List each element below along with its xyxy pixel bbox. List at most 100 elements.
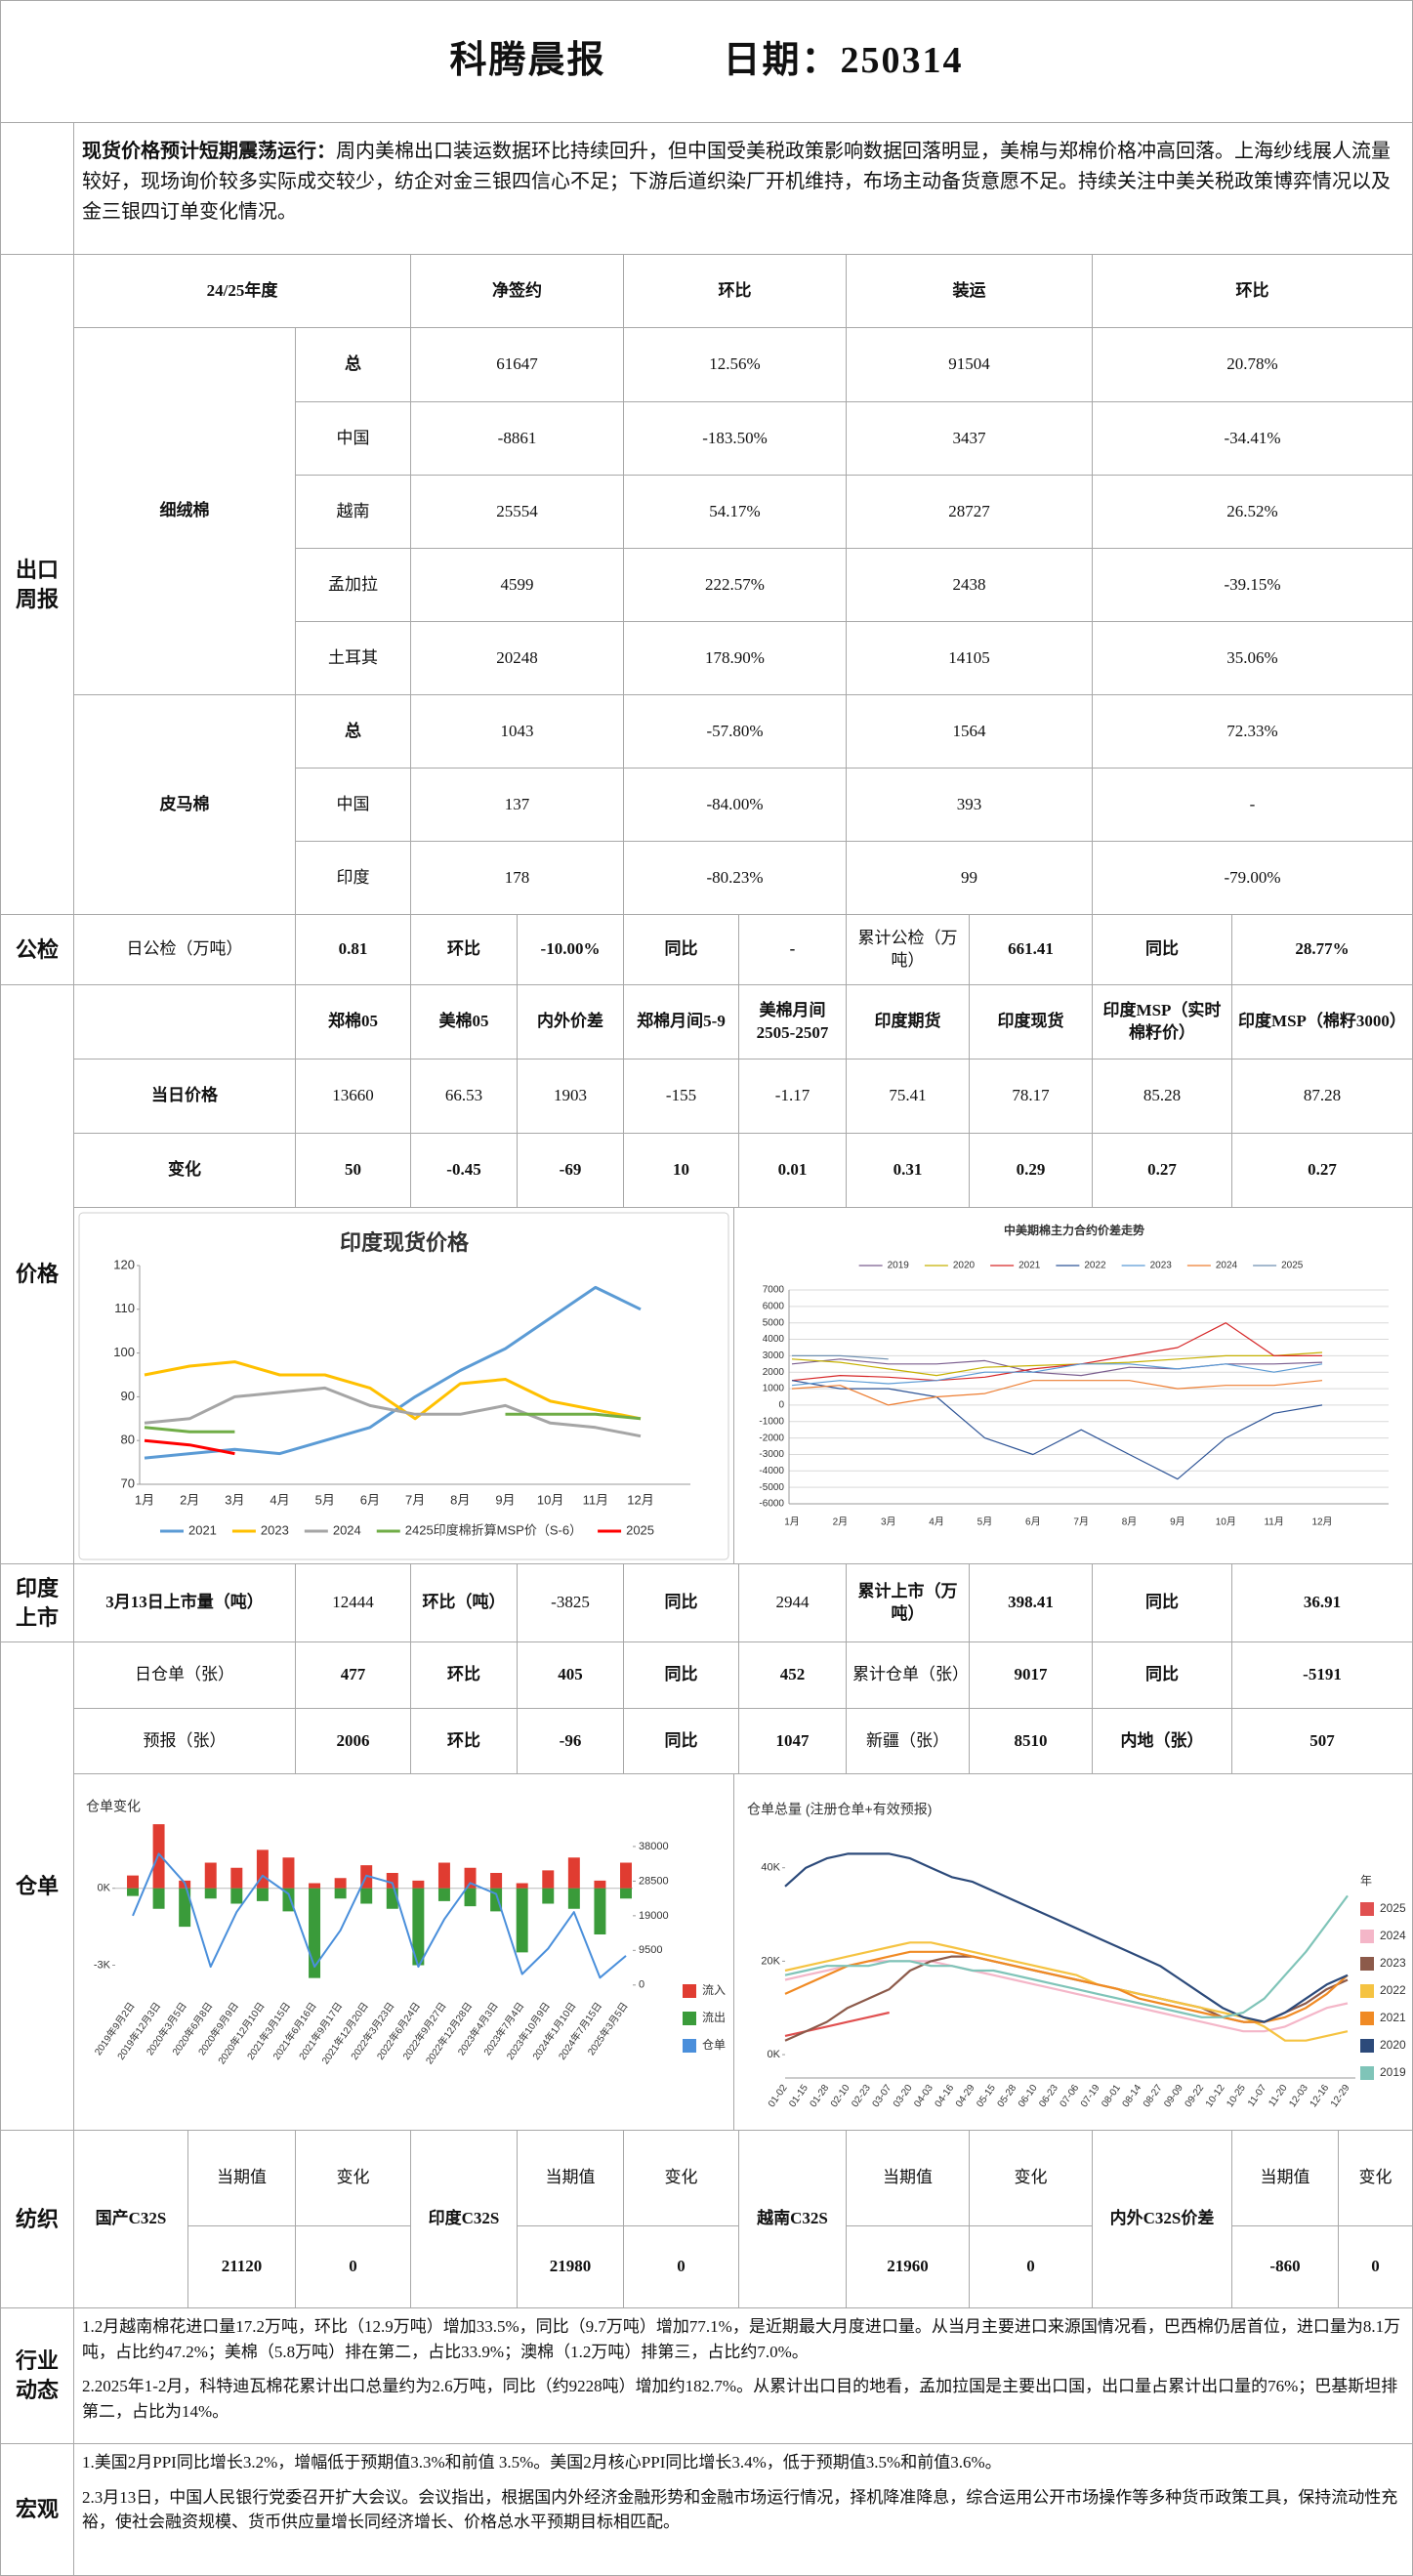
y-tick-label: 0K	[98, 1883, 111, 1894]
chart: 仓单变化2019年9月2日2019年12月3日2020年3月5日2020年6月8…	[86, 1799, 726, 2067]
chart-title: 仓单变化	[86, 1799, 141, 1814]
section-label: 仓单	[0, 1642, 74, 2131]
x-tick-label: 7月	[1073, 1517, 1089, 1528]
y-tick-label: 40K	[761, 1862, 780, 1874]
y-tick-label: 9500	[639, 1944, 662, 1956]
value-cell: 0	[1339, 2226, 1413, 2308]
legend-label: 2023	[261, 1522, 289, 1537]
value-cell: -96	[518, 1709, 624, 1774]
row-label: 中国	[296, 402, 411, 476]
series-line	[791, 1358, 1323, 1377]
x-tick-label: 11-07	[1246, 2083, 1269, 2109]
y-tick-label: -2000	[759, 1433, 784, 1443]
value-cell: 137	[411, 769, 624, 842]
value-cell: 13660	[296, 1059, 411, 1134]
legend-item: 2022	[1056, 1261, 1106, 1271]
row-label: 变化	[74, 1134, 296, 1208]
value-cell: 405	[518, 1642, 624, 1709]
summary-lead: 现货价格预计短期震荡运行：	[82, 141, 336, 162]
row-label: 总	[296, 695, 411, 769]
value-cell: -79.00%	[1093, 842, 1413, 915]
header-cell: 郑棉月间5-9	[624, 985, 739, 1059]
legend-item: 2025	[1253, 1261, 1304, 1271]
value-cell: 28.77%	[1232, 915, 1413, 985]
value-cell: 0.29	[970, 1134, 1093, 1208]
header-cell: 印度MSP（棉籽3000）	[1232, 985, 1413, 1059]
value-cell: 85.28	[1093, 1059, 1232, 1134]
group-name: 印度C32S	[411, 2131, 518, 2308]
y-tick-label: 80	[121, 1433, 135, 1447]
group-name: 皮马棉	[74, 695, 296, 915]
x-tick-label: 2月	[833, 1517, 849, 1528]
bar	[490, 1873, 503, 1889]
series-line	[784, 1950, 1349, 2023]
value-cell: 0	[970, 2226, 1093, 2308]
value-cell: -8861	[411, 402, 624, 476]
value-cell: 3437	[847, 402, 1093, 476]
header-cell: 印度期货	[847, 985, 970, 1059]
value-cell: -5191	[1232, 1642, 1413, 1709]
value-cell: 398.41	[970, 1564, 1093, 1642]
legend-swatch	[683, 2039, 696, 2053]
bar	[386, 1888, 398, 1909]
value-cell: 75.41	[847, 1059, 970, 1134]
row-label: 孟加拉	[296, 549, 411, 622]
value-cell: -10.00%	[518, 915, 624, 985]
y-tick-label: 0	[639, 1979, 644, 1991]
summary: 现货价格预计短期震荡运行：周内美棉出口装运数据环比持续回升，但中国受美税政策影响…	[74, 123, 1413, 255]
value-cell: 1043	[411, 695, 624, 769]
chart: 中美期棉主力合约价差走势 1月 2月 3月 4月 5月 6月 7月 8月 9月 10月 11月 12月 -…	[759, 1223, 1389, 1528]
legend-item: 2021	[990, 1261, 1041, 1271]
legend-swatch	[1360, 1902, 1374, 1916]
header-cell: 美棉05	[411, 985, 518, 1059]
x-tick-label: 09-09	[1162, 2083, 1185, 2110]
bar	[437, 1888, 450, 1901]
legend-swatch	[1360, 1930, 1374, 1943]
bar	[567, 1857, 580, 1889]
bar	[437, 1862, 450, 1889]
y-tick-label: 110	[114, 1301, 135, 1315]
legend-label: 2023	[1150, 1261, 1173, 1271]
legend-label: 2024	[1380, 1929, 1406, 1942]
section-label: 行业动态	[0, 2308, 74, 2444]
x-tick-label: 4月	[270, 1492, 289, 1507]
y-tick-label: -6000	[759, 1499, 784, 1510]
value-cell: -57.80%	[624, 695, 847, 769]
header-cell: 24/25年度	[74, 255, 411, 328]
value-cell: -1.17	[739, 1059, 847, 1134]
header-cell: 变化	[970, 2131, 1093, 2226]
legend-item: 2024	[1186, 1261, 1238, 1271]
y-tick-label: 20K	[761, 1955, 780, 1967]
y-tick-label: -5000	[759, 1482, 784, 1493]
legend-label: 流出	[702, 2011, 726, 2024]
x-tick-label: 07-06	[1059, 2083, 1082, 2110]
label-cell: 日公检（万吨）	[74, 915, 296, 985]
series-line	[791, 1351, 1323, 1377]
legend-label: 2024	[1216, 1261, 1238, 1271]
header-cell: 郑棉05	[296, 985, 411, 1059]
value-cell: 0.81	[296, 915, 411, 985]
value-cell: 0.27	[1093, 1134, 1232, 1208]
x-tick-label: 6月	[360, 1492, 380, 1507]
value-cell: 21960	[847, 2226, 970, 2308]
legend-item: 2019	[858, 1261, 909, 1271]
x-tick-label: 04-16	[934, 2083, 957, 2110]
chart-panel: 中美期棉主力合约价差走势 1月 2月 3月 4月 5月 6月 7月 8月 9月 10月 11月 12月 -…	[734, 1208, 1413, 1564]
bar	[204, 1862, 217, 1889]
value-cell: -80.23%	[624, 842, 847, 915]
chart-title: 印度现货价格	[340, 1230, 470, 1255]
series-line	[791, 1380, 1323, 1480]
value-cell: 25554	[411, 476, 624, 549]
x-tick-label: 3月	[881, 1517, 896, 1528]
x-tick-label: 12-16	[1309, 2083, 1332, 2110]
legend-label: 2425印度棉折算MSP价（S-6）	[405, 1522, 582, 1537]
bar	[179, 1888, 191, 1928]
y-tick-label: 4000	[763, 1334, 785, 1345]
bar	[412, 1880, 425, 1889]
series-line	[791, 1322, 1322, 1382]
legend-label: 仓单	[702, 2038, 726, 2052]
news-paragraph: 1.美国2月PPI同比增长3.2%，增幅低于预期值3.3%和前值 3.5%。美国…	[82, 2453, 1002, 2472]
legend: 2019 2020 2021 2022 2023 2024 2025	[858, 1261, 1304, 1271]
row-label: 中国	[296, 769, 411, 842]
